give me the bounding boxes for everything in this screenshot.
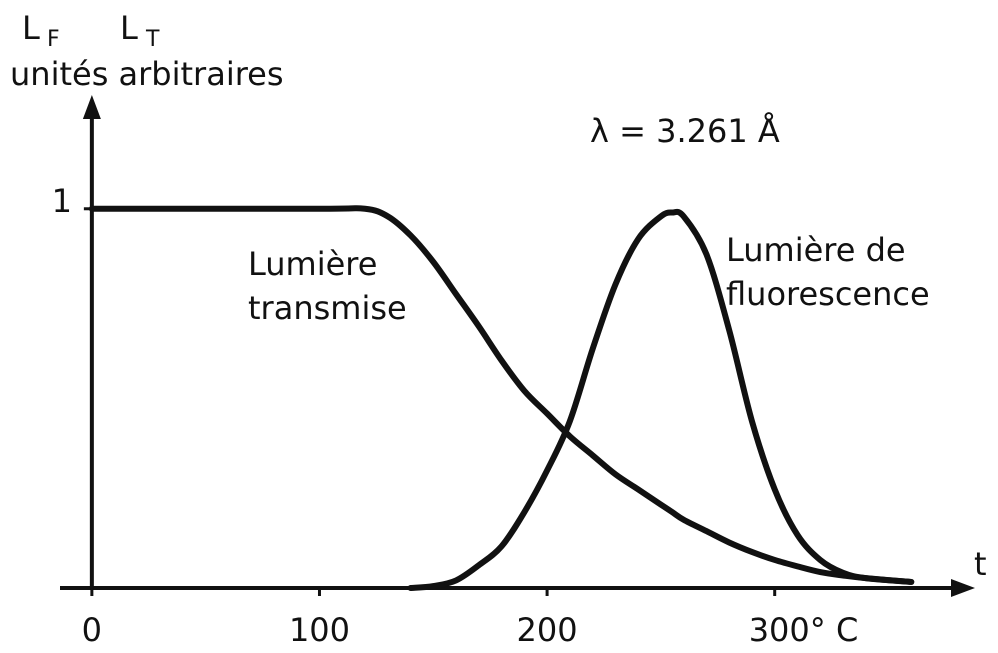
y-tick-label: 1 — [52, 182, 72, 220]
y-symbol-sub: T — [145, 27, 160, 52]
y-symbols: L F L T — [22, 9, 160, 52]
y-axis-label: unités arbitraires — [10, 55, 284, 93]
annotation: λ = 3.261 Å — [590, 112, 780, 150]
y-symbol: L — [22, 9, 40, 47]
line — [407, 208, 915, 591]
x-tick-label: 0 — [82, 611, 102, 649]
x-tick-label: 200 — [517, 611, 578, 649]
curve-label: Lumière de — [726, 231, 906, 269]
curve-label: fluorescence — [726, 275, 930, 313]
line — [88, 205, 915, 585]
x-tick-label: 300° C — [749, 611, 859, 649]
curve-label: transmise — [248, 289, 407, 327]
y-symbol: L — [120, 9, 138, 47]
y-axis-arrow — [82, 95, 101, 119]
x-axis-label: t — [974, 545, 987, 583]
curve-label: Lumière — [248, 245, 377, 283]
y-symbol-sub: F — [47, 27, 60, 52]
x-tick-label: 100 — [289, 611, 350, 649]
x-axis-arrow — [951, 579, 975, 597]
